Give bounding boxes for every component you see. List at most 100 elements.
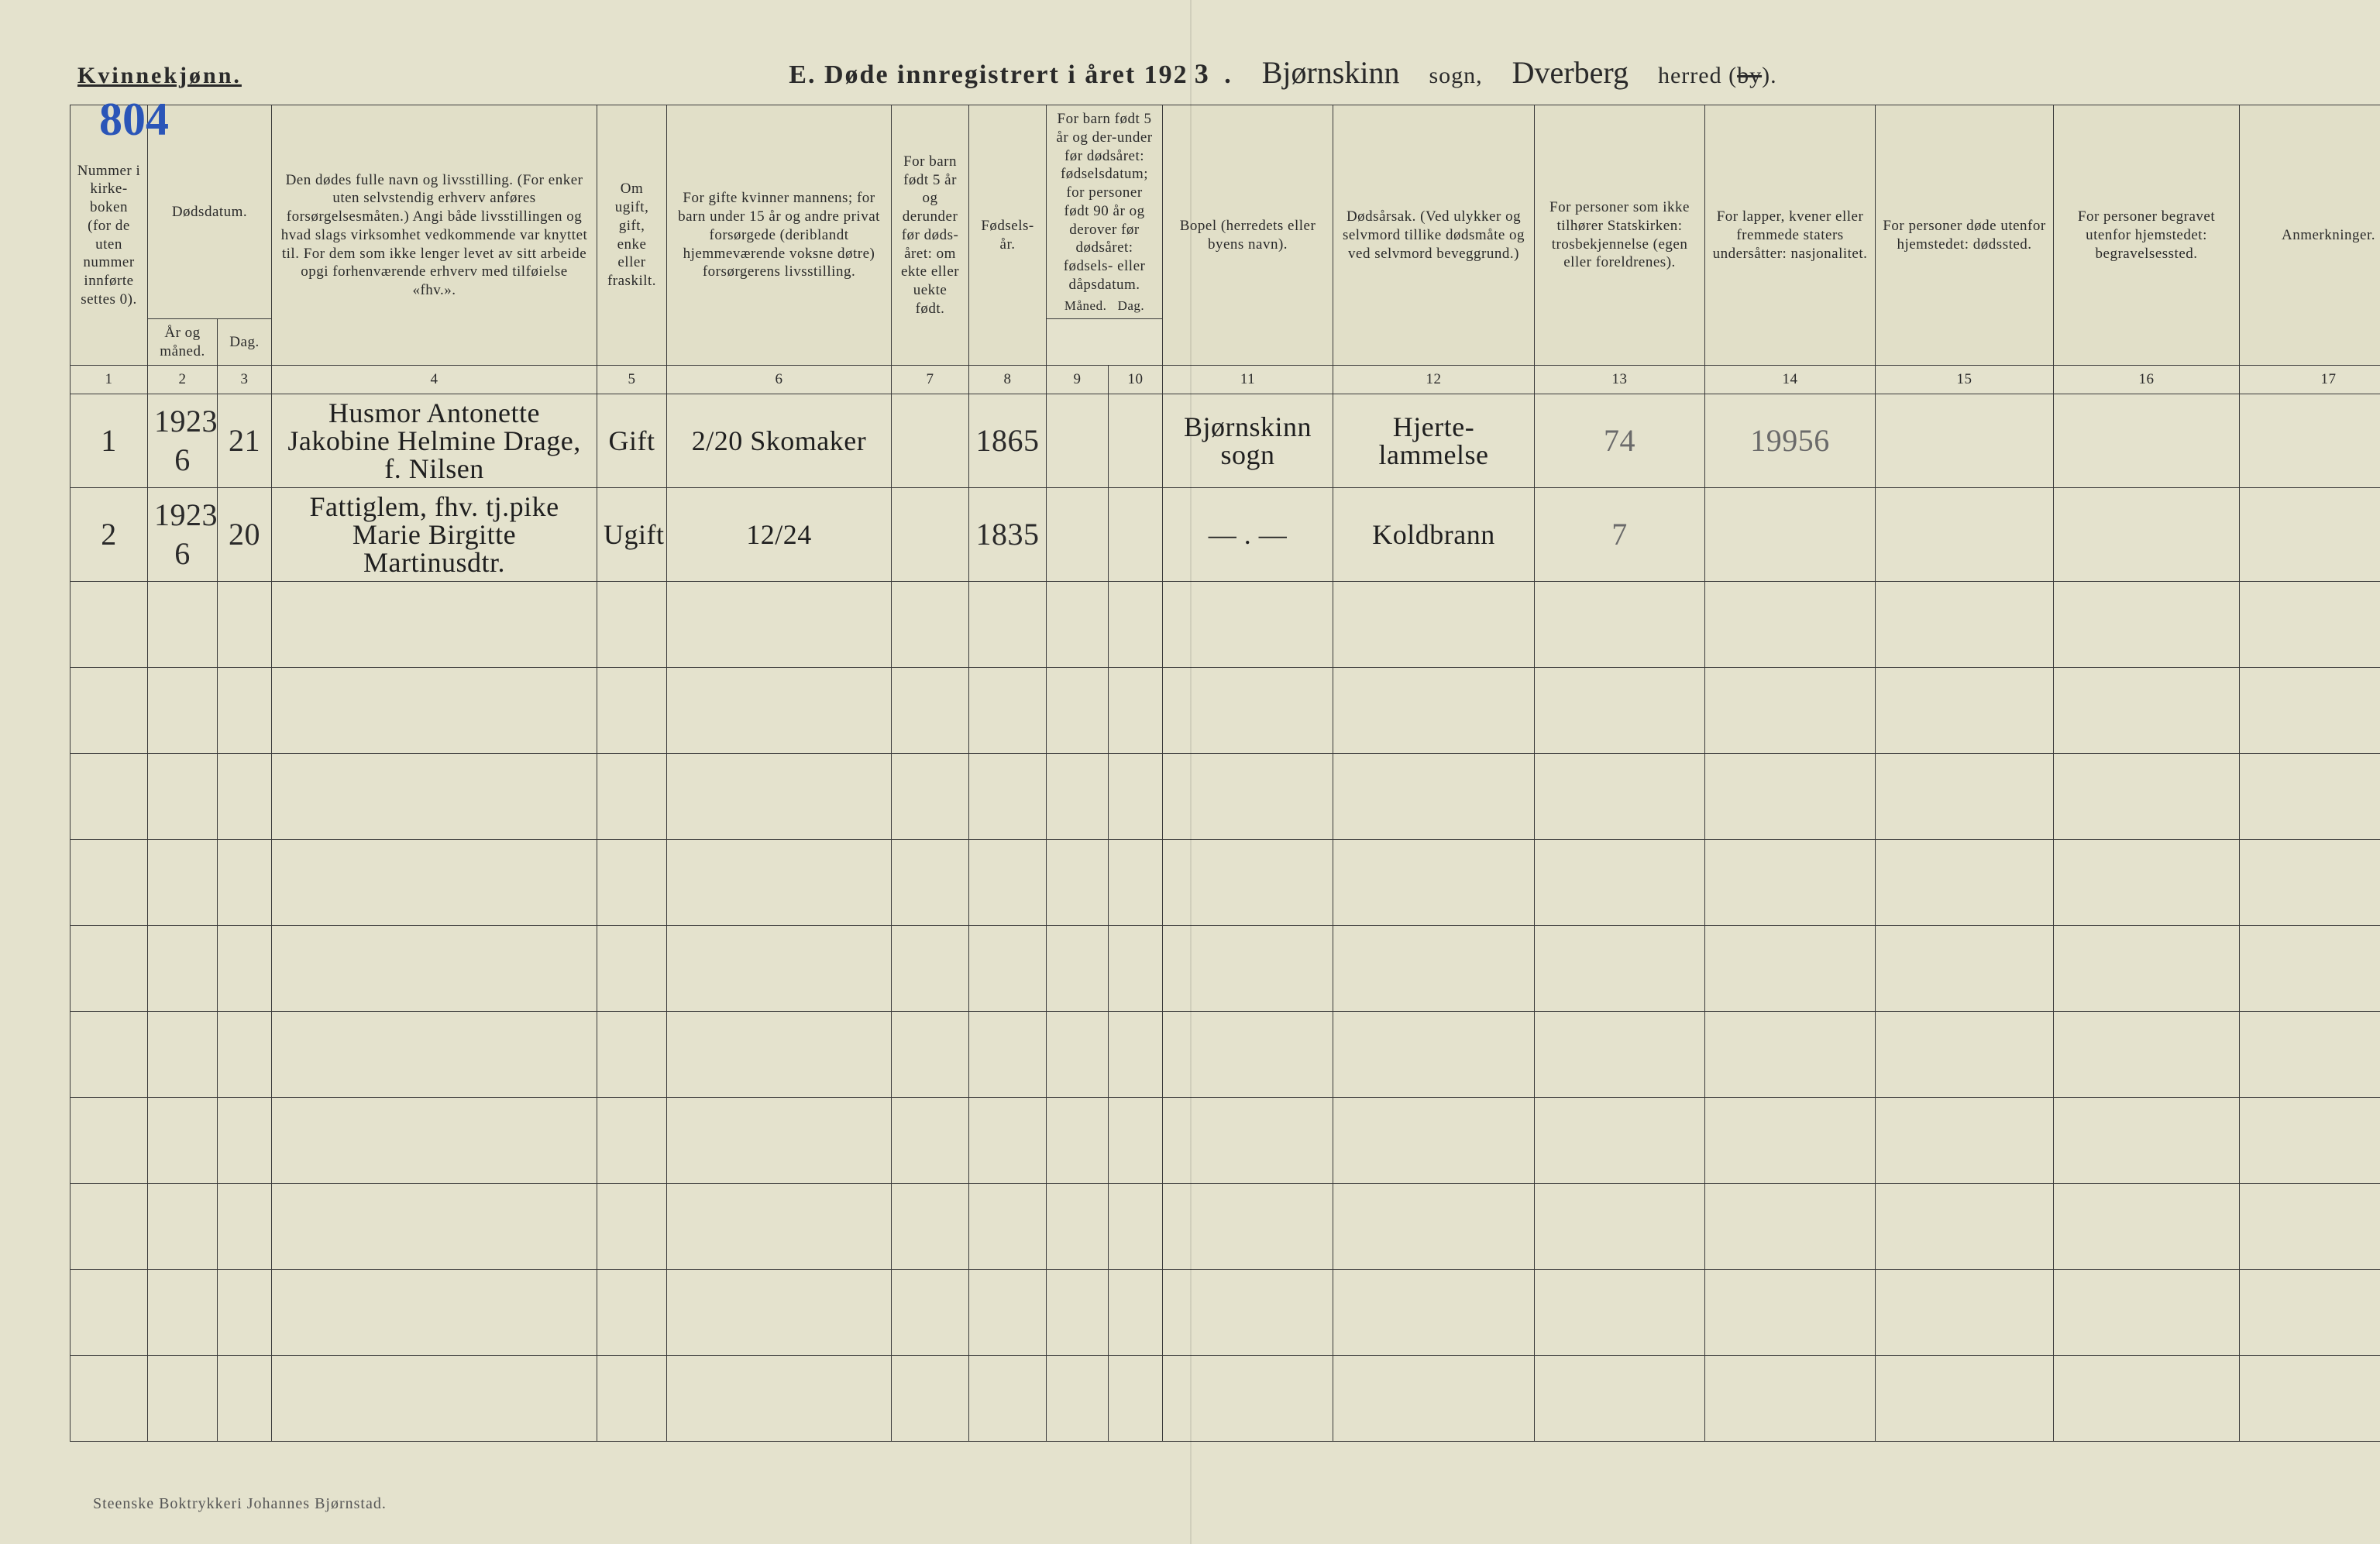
cell-birth_d (1109, 488, 1163, 582)
col-5-header: Om ugift, gift, enke eller fraskilt. (597, 105, 667, 366)
empty-cell (1876, 1098, 2054, 1184)
empty-cell (1163, 926, 1333, 1012)
empty-cell (1876, 1184, 2054, 1270)
empty-cell (892, 754, 969, 840)
cell-residence: — . — (1163, 488, 1333, 582)
column-number: 11 (1163, 366, 1333, 394)
col-13-header: For personer som ikke tilhører Statskirk… (1535, 105, 1705, 366)
cell-col17 (2240, 394, 2380, 488)
empty-cell (1535, 1356, 1705, 1442)
empty-cell (969, 582, 1047, 668)
empty-cell (969, 754, 1047, 840)
empty-cell (1705, 668, 1876, 754)
cell-n: 2 (71, 488, 148, 582)
empty-cell (2054, 1270, 2240, 1356)
col-16-header: For personer begravet utenfor hjemstedet… (2054, 105, 2240, 366)
empty-cell (71, 668, 148, 754)
empty-cell (667, 926, 892, 1012)
empty-cell (218, 668, 272, 754)
empty-cell (1163, 754, 1333, 840)
table-row-empty (71, 1184, 2380, 1270)
column-number: 16 (2054, 366, 2240, 394)
empty-cell (1535, 1098, 1705, 1184)
empty-cell (71, 1012, 148, 1098)
column-number: 12 (1333, 366, 1535, 394)
empty-cell (148, 754, 218, 840)
empty-cell (148, 668, 218, 754)
sogn-label: sogn, (1429, 63, 1482, 89)
empty-cell (892, 1184, 969, 1270)
empty-cell (1705, 1184, 1876, 1270)
cell-col16 (2054, 394, 2240, 488)
empty-cell (667, 668, 892, 754)
empty-cell (2240, 1098, 2380, 1184)
empty-cell (1047, 1184, 1109, 1270)
page-number-hand: 804 (93, 94, 175, 145)
empty-cell (1047, 668, 1109, 754)
column-number: 13 (1535, 366, 1705, 394)
cell-civil: Ugift (597, 488, 667, 582)
empty-cell (597, 1098, 667, 1184)
empty-cell (1109, 668, 1163, 754)
empty-cell (272, 926, 597, 1012)
table-row-empty (71, 926, 2380, 1012)
empty-cell (2240, 1012, 2380, 1098)
empty-cell (272, 1184, 597, 1270)
empty-cell (2240, 754, 2380, 840)
empty-cell (218, 1356, 272, 1442)
cell-col16 (2054, 488, 2240, 582)
table-row-empty (71, 582, 2380, 668)
empty-cell (1535, 926, 1705, 1012)
empty-cell (1705, 840, 1876, 926)
empty-cell (1333, 840, 1535, 926)
page-fold (1190, 0, 1192, 1544)
empty-cell (1163, 1184, 1333, 1270)
empty-cell (2240, 840, 2380, 926)
empty-cell (71, 754, 148, 840)
cell-col17 (2240, 488, 2380, 582)
empty-cell (2240, 1356, 2380, 1442)
empty-cell (1047, 1098, 1109, 1184)
table-row-empty (71, 754, 2380, 840)
empty-cell (2054, 582, 2240, 668)
cell-birth_d (1109, 394, 1163, 488)
column-number: 5 (597, 366, 667, 394)
cell-birth_year: 1865 (969, 394, 1047, 488)
table-row-empty (71, 1270, 2380, 1356)
empty-cell (148, 1356, 218, 1442)
empty-cell (148, 840, 218, 926)
empty-cell (1333, 1098, 1535, 1184)
empty-cell (1705, 754, 1876, 840)
empty-cell (1047, 926, 1109, 1012)
col-14-header: For lapper, kvener eller fremmede stater… (1705, 105, 1876, 366)
empty-cell (1333, 926, 1535, 1012)
col-11-header: Bopel (herredets eller byens navn). (1163, 105, 1333, 366)
empty-cell (1047, 1356, 1109, 1442)
cell-provider: 12/24 (667, 488, 892, 582)
empty-cell (2054, 840, 2240, 926)
empty-cell (1163, 668, 1333, 754)
empty-cell (597, 840, 667, 926)
empty-cell (1705, 1012, 1876, 1098)
empty-cell (272, 1356, 597, 1442)
empty-cell (1333, 1012, 1535, 1098)
empty-cell (272, 582, 597, 668)
cell-col15 (1876, 488, 2054, 582)
herred-handwritten: Dverberg (1506, 54, 1635, 91)
printer-footer: Steenske Boktrykkeri Johannes Bjørnstad. (93, 1495, 387, 1513)
empty-cell (892, 1012, 969, 1098)
empty-cell (1876, 926, 2054, 1012)
empty-cell (597, 926, 667, 1012)
empty-cell (218, 754, 272, 840)
col-2a-header: År og måned. (148, 318, 218, 366)
empty-cell (1047, 1270, 1109, 1356)
empty-cell (1535, 840, 1705, 926)
column-number: 14 (1705, 366, 1876, 394)
cell-day: 21 (218, 394, 272, 488)
empty-cell (1109, 754, 1163, 840)
column-number: 10 (1109, 366, 1163, 394)
empty-cell (1109, 1356, 1163, 1442)
empty-cell (1109, 1270, 1163, 1356)
empty-cell (148, 1012, 218, 1098)
empty-cell (2054, 1098, 2240, 1184)
